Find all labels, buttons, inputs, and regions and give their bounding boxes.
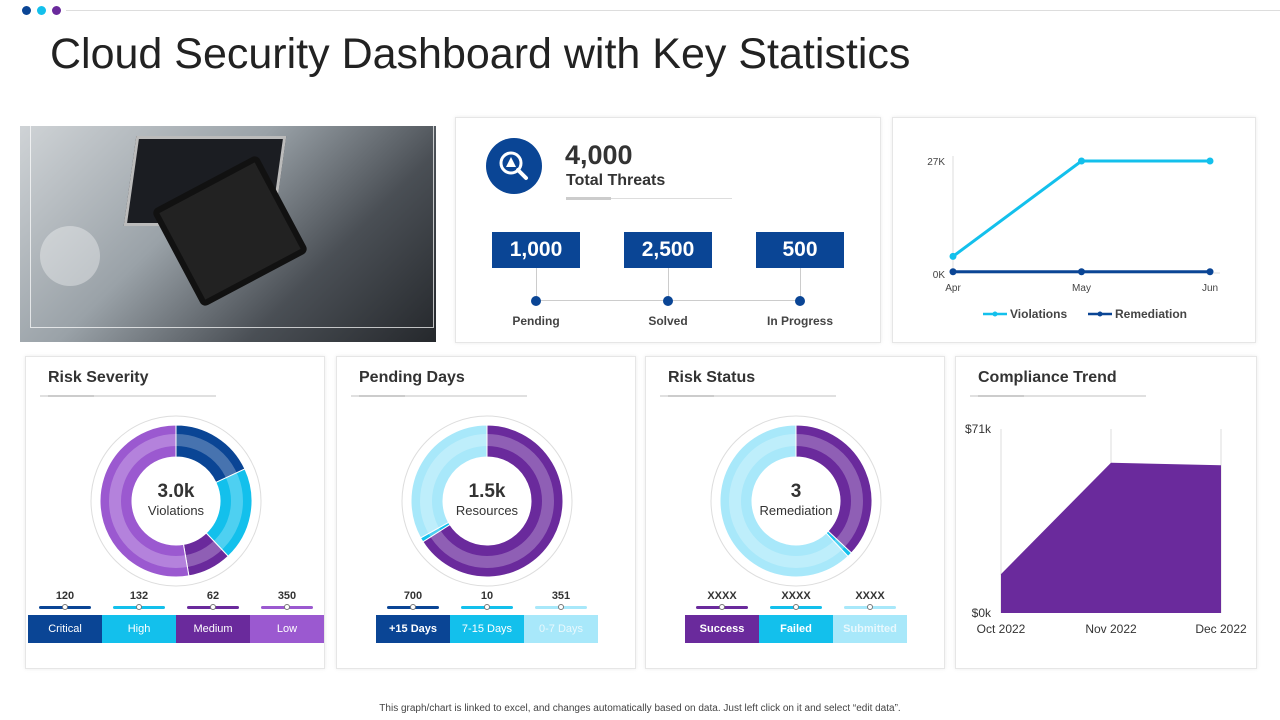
threat-status-label: Pending <box>512 314 560 328</box>
data-point <box>1206 268 1214 276</box>
x-tick-label: Oct 2022 <box>977 622 1026 636</box>
legend-value: 351 <box>551 590 571 602</box>
legend-label: +15 Days <box>376 615 450 643</box>
timeline-dot <box>663 296 673 306</box>
threats-card: 4,000 Total Threats 1,000 Pending 2,500 S… <box>455 117 881 343</box>
threat-count-box: 1,000 <box>492 232 580 268</box>
legend-label: Submitted <box>833 615 907 643</box>
violations-chart-card: 27K 0K Apr May Jun Violations Remediation <box>892 117 1256 343</box>
donut-center-label: Remediation <box>759 503 833 518</box>
legend-value: XXXX <box>781 590 811 602</box>
decor-dot <box>22 6 31 15</box>
donut-chart <box>90 415 262 587</box>
footer-note: This graph/chart is linked to excel, and… <box>379 703 901 714</box>
legend-item: 62 Medium <box>176 590 250 643</box>
series-line-violations <box>952 159 1210 258</box>
x-tick-label: Dec 2022 <box>1195 622 1247 636</box>
donut-center-value: 3.0k <box>157 481 195 502</box>
line-chart: 27K 0K Apr May Jun Violations Remediation <box>927 156 1220 321</box>
legend-label: Success <box>685 615 759 643</box>
donut-segment-0-7-days <box>410 424 488 539</box>
donut-center-label: Resources <box>455 503 519 518</box>
legend-label: Medium <box>176 615 250 643</box>
y-tick-label: $71k <box>965 422 992 436</box>
legend-value: 120 <box>55 590 75 602</box>
legend-value: 62 <box>206 590 220 602</box>
legend-label: Critical <box>28 615 102 643</box>
card-title: Compliance Trend <box>978 369 1117 386</box>
legend-item: XXXX Failed <box>759 590 833 643</box>
legend-item: 120 Critical <box>28 590 102 643</box>
compliance-trend-card: Compliance Trend $71k $0k Oct 2022 Nov 2022… <box>955 356 1257 669</box>
threat-status-label: In Progress <box>766 314 834 328</box>
x-tick-label: Jun <box>1202 283 1218 294</box>
donut-center-value: 1.5k <box>468 481 506 502</box>
threat-status-label: Solved <box>648 314 688 328</box>
page-title: Cloud Security Dashboard with Key Statis… <box>50 30 911 78</box>
legend-value: XXXX <box>855 590 885 602</box>
donut-segment-submitted <box>719 424 849 578</box>
timeline-dot <box>531 296 541 306</box>
search-warning-icon <box>486 138 542 194</box>
card-title: Risk Status <box>668 369 756 386</box>
legend-label: 7-15 Days <box>450 615 524 643</box>
y-tick-label: $0k <box>972 606 992 620</box>
legend-label: Violations <box>1010 307 1067 321</box>
threat-count-box: 500 <box>756 232 844 268</box>
total-threats-label: Total Threats <box>566 172 666 189</box>
legend-item: 700 +15 Days <box>376 590 450 643</box>
legend-item: 350 Low <box>250 590 324 643</box>
y-tick-label: 27K <box>927 157 945 168</box>
legend-item: XXXX Submitted <box>833 590 907 643</box>
legend-value: 10 <box>480 590 494 602</box>
legend-item: 351 0-7 Days <box>524 590 598 643</box>
legend-item: 10 7-15 Days <box>450 590 524 643</box>
card-title: Risk Severity <box>48 369 149 386</box>
legend-label: Remediation <box>1115 307 1187 321</box>
hero-photo <box>20 126 436 342</box>
donut-center-value: 3 <box>790 481 802 502</box>
donut-chart <box>401 415 573 587</box>
donut-segment-success <box>795 424 873 554</box>
x-tick-label: May <box>1072 283 1091 294</box>
decor-dot <box>52 6 61 15</box>
legend-label: High <box>102 615 176 643</box>
data-point <box>1078 157 1085 165</box>
data-point <box>1078 268 1085 276</box>
data-point <box>949 268 957 276</box>
risk-status-card: Risk Status 3 Remediation XXXX Success XXXX Fa… <box>645 356 945 669</box>
pending-days-card: Pending Days 1.5k Resources 700 +15 Days 10 7-… <box>336 356 636 669</box>
legend-item: XXXX Success <box>685 590 759 643</box>
donut-chart <box>710 415 882 587</box>
risk-severity-card: Risk Severity 3.0k Violations 120 Critical 13… <box>25 356 325 669</box>
legend-item: 132 High <box>102 590 176 643</box>
compliance-area <box>1001 462 1221 613</box>
area-chart: $71k $0k Oct 2022 Nov 2022 Dec 2022 <box>965 422 1247 636</box>
legend-value: 700 <box>403 590 423 602</box>
y-tick-label: 0K <box>933 270 946 281</box>
total-threats-value: 4,000 <box>565 140 633 170</box>
legend-value: 350 <box>277 590 297 602</box>
top-rule <box>66 10 1280 11</box>
card-title: Pending Days <box>359 369 465 386</box>
donut-center-label: Violations <box>147 503 205 518</box>
legend-value: 132 <box>129 590 149 602</box>
data-point <box>949 252 957 260</box>
x-tick-label: Nov 2022 <box>1085 622 1137 636</box>
legend-label: 0-7 Days <box>524 615 598 643</box>
timeline-dot <box>795 296 805 306</box>
legend-label: Low <box>250 615 324 643</box>
decor-dot <box>37 6 46 15</box>
threat-count-box: 2,500 <box>624 232 712 268</box>
legend-value: XXXX <box>707 590 737 602</box>
data-point <box>1206 157 1214 165</box>
donut-segment-low <box>99 424 190 578</box>
x-tick-label: Apr <box>945 283 961 294</box>
donut-segment--15-days <box>422 424 564 578</box>
legend-label: Failed <box>759 615 833 643</box>
